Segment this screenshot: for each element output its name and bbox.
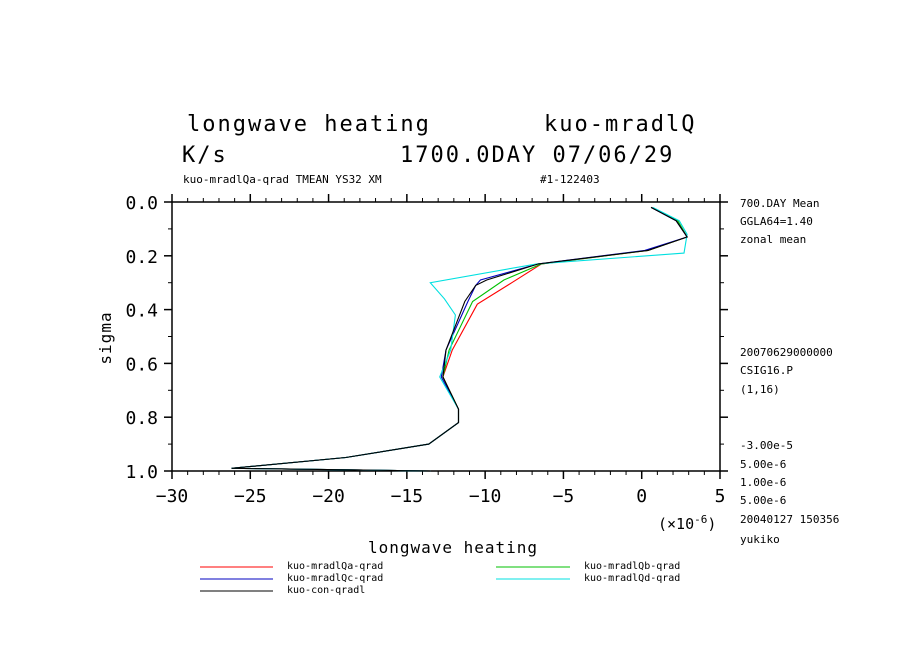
x-tick-label: −30 [156,486,189,507]
y-tick-label: 0.6 [125,354,158,375]
x-tick-label: −25 [234,486,267,507]
legend: kuo-mradlQa-qrad kuo-mradlQc-qrad kuo-co… [200,561,680,596]
x-axis-label: longwave heating [368,538,538,557]
note-bottom-2: 1.00e-6 [740,476,786,489]
x-tick-label: −5 [553,486,575,507]
note-bottom-0: -3.00e-5 [740,439,793,452]
legend-label-con: kuo-con-qradl [287,585,365,596]
x-tick-label: −10 [469,486,502,507]
title-line1-right: kuo-mradlQ [544,112,696,137]
right-notes-top: 700.DAY Mean GGLA64=1.40 zonal mean [740,197,819,246]
note-bottom-1: 5.00e-6 [740,458,786,471]
y-axis-label: sigma [96,311,115,364]
y-tick-label: 0.2 [125,247,158,268]
y-tick-label: 0.4 [125,301,158,322]
y-tick-label: 1.0 [125,462,158,483]
series-layer [231,206,688,472]
x-scale-factor: (×10-6) [658,513,716,533]
plot-frame [171,201,721,472]
note-bottom-5: yukiko [740,533,780,546]
right-notes-bottom: -3.00e-5 5.00e-6 1.00e-6 5.00e-6 2004012… [740,439,839,546]
x-scale-close: ) [707,515,716,533]
legend-label-b: kuo-mradlQb-qrad [584,561,680,572]
note-top-2: zonal mean [740,233,806,246]
title-line2-right: 1700.0DAY 07/06/29 [400,143,674,168]
note-bottom-3: 5.00e-6 [740,494,786,507]
legend-label-a: kuo-mradlQa-qrad [287,561,383,572]
y-tick-label: 0.0 [125,193,158,214]
x-tick-label: 5 [715,486,726,507]
note-mid-0: 20070629000000 [740,346,833,359]
legend-label-d: kuo-mradlQd-qrad [584,573,680,584]
series-line-1 [231,206,688,472]
x-tick-label: −20 [312,486,345,507]
title-line2-left: K/s [182,143,228,168]
x-tick-label: −15 [391,486,424,507]
series-line-3 [231,206,688,472]
series-line-4 [231,206,688,472]
right-notes-mid: 20070629000000 CSIG16.P (1,16) [740,346,833,396]
y-tick-label: 0.8 [125,408,158,429]
x-scale-label: (×10 [658,515,694,533]
title-line1-left: longwave heating [187,112,431,137]
y-axis: 0.0 0.2 0.4 0.6 0.8 1.0 [125,193,728,483]
x-axis: −30 −25 −20 −15 −10 −5 0 5 [156,194,726,507]
series-line-2 [231,206,688,472]
note-mid-2: (1,16) [740,383,780,396]
x-scale-exponent: -6 [694,513,707,526]
note-top-1: GGLA64=1.40 [740,215,813,228]
x-tick-label: 0 [636,486,647,507]
subtitle-right: #1-122403 [540,173,600,186]
series-line-0 [231,206,688,472]
note-top-0: 700.DAY Mean [740,197,819,210]
legend-label-c: kuo-mradlQc-qrad [287,573,383,584]
subtitle-left: kuo-mradlQa-qrad TMEAN YS32 XM [183,173,382,186]
note-bottom-4: 20040127 150356 [740,513,839,526]
note-mid-1: CSIG16.P [740,364,793,377]
